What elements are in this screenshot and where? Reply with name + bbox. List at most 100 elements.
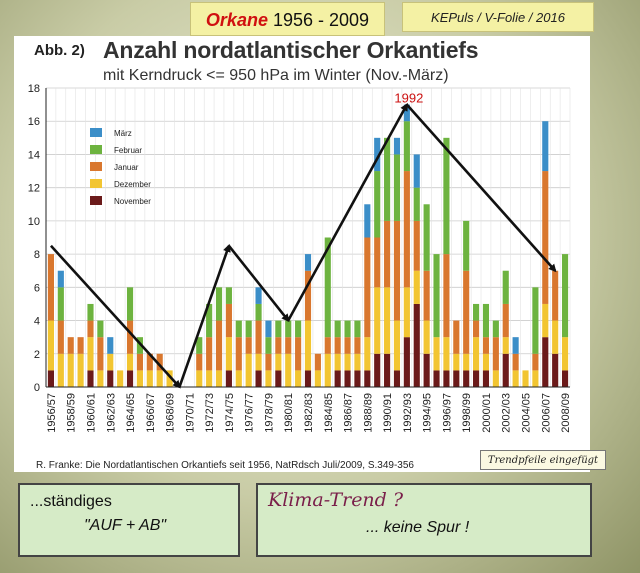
bar-segment [542, 303, 549, 338]
bar-segment [532, 287, 539, 354]
legend-label: März [114, 129, 132, 138]
bar-segment [542, 337, 549, 387]
bar-segment [542, 171, 549, 304]
bar-segment [482, 370, 490, 387]
bar-segment [225, 287, 232, 304]
bar-segment [97, 370, 104, 387]
bar-segment [443, 137, 450, 255]
chart-subtitle: mit Kerndruck <= 950 hPa im Winter (Nov.… [103, 67, 449, 84]
y-tick-label: 16 [28, 116, 40, 128]
trend-arrow-note: Trendpfeile eingefügt [480, 450, 606, 470]
bar-segment [57, 353, 64, 387]
comment-box-right: Klima-Trend ? ... keine Spur ! [256, 483, 592, 557]
bar-segment [413, 303, 420, 387]
bar-segment [433, 337, 440, 371]
bar-segment [393, 370, 401, 387]
bar-segment [532, 353, 539, 371]
bar-segment [374, 287, 381, 354]
comment-right-line2: ... keine Spur ! [366, 519, 470, 536]
bar-segment [275, 337, 282, 354]
bar-segment [512, 353, 519, 371]
bar-segment [384, 137, 391, 221]
y-tick-label: 0 [34, 382, 40, 394]
bar-segment [324, 337, 331, 354]
bar-segment [403, 104, 410, 122]
legend-label: November [114, 197, 151, 206]
bar-segment [393, 154, 401, 221]
bar-segment [314, 353, 321, 371]
legend-label: Dezember [114, 180, 151, 189]
x-tick-label: 1968/69 [165, 393, 177, 433]
bar-segment [245, 337, 252, 354]
bar-segment [77, 337, 84, 354]
bar-segment [433, 254, 440, 338]
y-tick-label: 14 [28, 149, 40, 161]
bar-segment [196, 353, 203, 371]
comment-left-line2: "AUF + AB" [84, 517, 167, 534]
bar-segment [473, 320, 480, 338]
bar-segment [552, 353, 559, 387]
x-tick-label: 1998/99 [461, 393, 473, 433]
bar-segment [354, 337, 361, 354]
bar-segment [413, 154, 420, 188]
bar-segment [97, 320, 104, 338]
bar-segment [413, 270, 420, 304]
x-tick-label: 2000/01 [481, 393, 493, 433]
bar-segment [364, 370, 371, 387]
bar-segment [552, 270, 559, 321]
bar-segment [552, 320, 559, 354]
bar-segment [403, 287, 410, 338]
x-tick-label: 1990/91 [382, 393, 394, 433]
bar-segment [393, 137, 401, 155]
bar-segment [245, 353, 252, 387]
bar-segment [482, 337, 490, 354]
bar-segment [374, 137, 381, 172]
bar-segment [77, 353, 84, 387]
bar-segment [97, 337, 104, 371]
bar-segment [561, 370, 569, 387]
bar-segment [255, 320, 262, 354]
y-tick-label: 2 [34, 349, 40, 361]
bar-segment [364, 237, 371, 338]
legend-label: Februar [114, 146, 142, 155]
bar-segment [453, 370, 460, 387]
bar-segment [285, 337, 292, 354]
y-tick-label: 10 [28, 216, 40, 228]
bar-segment [344, 337, 351, 354]
bar-segment [512, 337, 519, 354]
bar-segment [473, 337, 480, 371]
bar-segment [423, 320, 430, 354]
bar-segment [492, 337, 499, 371]
x-tick-label: 2008/09 [560, 393, 572, 433]
bar-segment [492, 320, 499, 338]
bar-segment [482, 353, 490, 371]
bar-segment [561, 254, 569, 338]
x-tick-label: 1974/75 [224, 393, 236, 433]
trend-arrow [287, 102, 409, 322]
bar-segment [126, 287, 134, 321]
bar-segment [57, 320, 64, 354]
bar-segment [67, 353, 74, 387]
x-tick-label: 1992/93 [402, 393, 414, 433]
bar-segment [502, 270, 509, 304]
bar-segment [393, 320, 401, 371]
x-tick-label: 1996/97 [441, 393, 453, 433]
x-tick-label: 1962/63 [105, 393, 117, 433]
legend-swatch [90, 128, 102, 137]
title-banner: Orkane 1956 - 2009 [190, 2, 385, 36]
bar-segment [285, 353, 292, 387]
bar-segment [403, 337, 410, 387]
bar-segment [225, 337, 232, 371]
bar-segment [275, 320, 282, 338]
x-tick-label: 1978/79 [263, 393, 275, 433]
bar-segment [334, 370, 341, 387]
trend-arrow [405, 103, 557, 273]
bar-segment [304, 370, 312, 387]
bar-segment [126, 370, 134, 387]
bar-segment [463, 270, 470, 354]
x-tick-label: 2002/03 [501, 393, 513, 433]
bar-segment [453, 353, 460, 371]
legend-label: Januar [114, 163, 139, 172]
x-tick-label: 1958/59 [66, 393, 78, 433]
